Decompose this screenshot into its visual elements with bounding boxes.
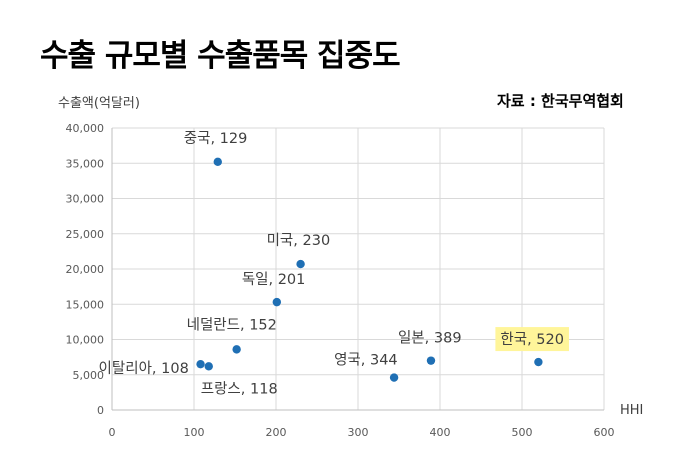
data-point [389,373,399,382]
data-point [196,359,205,369]
data-point [534,357,543,367]
x-tick-label: 600 [594,426,615,439]
x-tick-label: 400 [430,426,451,439]
point-label: 일본, 389 [398,330,462,347]
y-tick-label: 10,000 [66,334,105,347]
data-point [213,157,222,167]
axes [111,128,604,411]
y-tick-label: 35,000 [66,157,105,170]
point-label: 프랑스, 118 [201,380,278,397]
x-tick-label: 100 [184,426,205,439]
x-tick-label: 0 [109,426,116,439]
data-point [232,345,241,354]
y-tick-label: 30,000 [66,193,105,206]
label-highlight [495,327,569,352]
point-label: 한국, 520 [500,331,564,348]
x-tick-label: 500 [512,426,533,439]
y-tick-label: 40,000 [66,122,105,135]
y-tick-label: 20,000 [66,263,105,276]
y-tick-label: 5,000 [73,369,105,382]
y-axis-label: 수출액(억달러) [58,96,140,111]
point-labels: 중국, 129 미국, 230 독일, 201 네덜란드, 152 이탈리아, 108 프… [99,131,564,397]
page-title: 수출 규모별 수출품목 집중도 [40,38,401,74]
y-tick-label: 25,000 [66,228,105,241]
data-point [204,362,213,371]
point-label: 독일, 201 [242,271,306,288]
x-tick-label: 200 [266,426,287,439]
y-tick-label: 15,000 [66,298,105,311]
data-point [426,356,436,365]
data-point [272,297,282,307]
data-point [296,259,305,269]
source-note: 자료 : 한국무역협회 [497,92,624,110]
data-points [196,157,543,382]
point-label: 중국, 129 [184,131,248,147]
tick-labels: 0 5,000 10,000 15,000 20,000 25,000 30,000 35,0… [66,122,615,439]
point-label: 네덜란드, 152 [187,316,277,333]
x-tick-label: 300 [348,426,369,439]
point-label: 영국, 344 [334,352,398,369]
x-axis-label: HHI [620,403,643,418]
point-label: 미국, 230 [267,232,331,249]
highlights [495,327,569,352]
point-label: 이탈리아, 108 [99,360,189,377]
y-tick-label: 0 [97,404,104,417]
gridlines [112,127,605,410]
